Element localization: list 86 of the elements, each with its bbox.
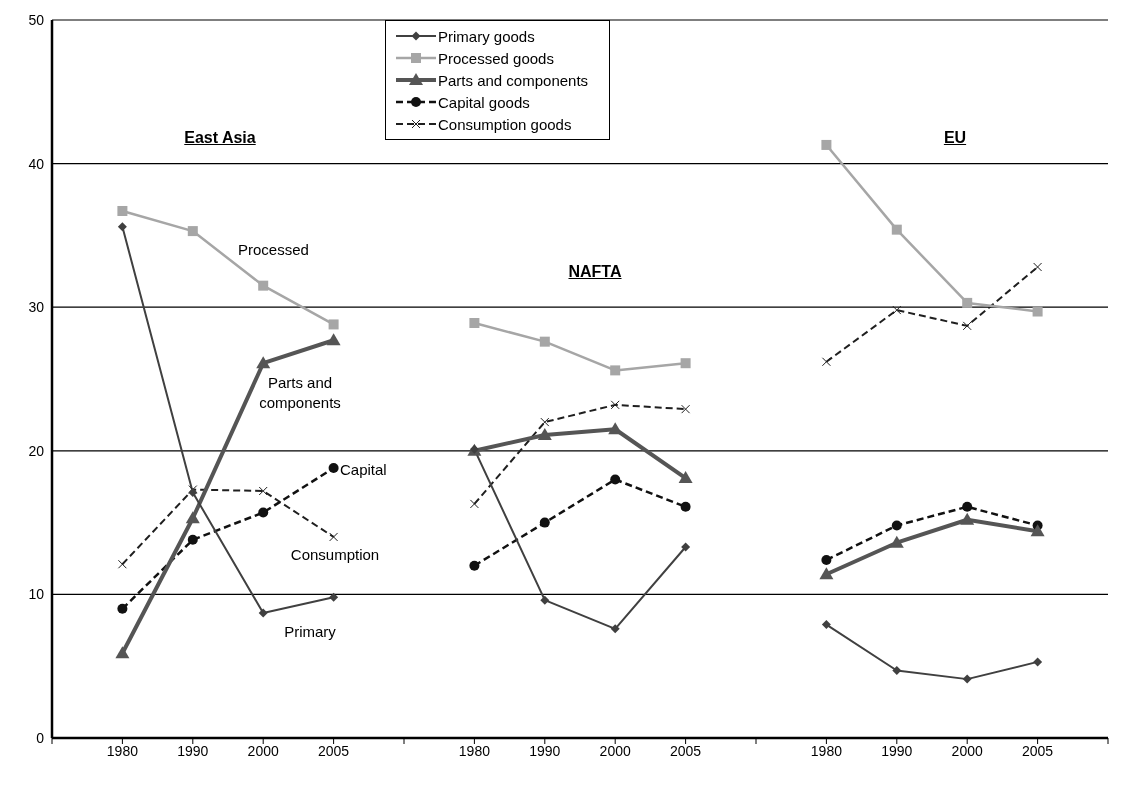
point	[821, 139, 832, 150]
point	[115, 646, 130, 659]
annotation: Processed	[238, 240, 310, 260]
x-tick-label: 1990	[177, 742, 209, 759]
y-tick-label: 0	[36, 729, 45, 746]
point	[539, 517, 550, 528]
point	[256, 356, 271, 369]
x-tick-label: 1990	[881, 742, 913, 759]
x-tick-label: 2000	[951, 742, 983, 759]
y-tick-label: 10	[28, 586, 45, 603]
annotation: Consumption	[289, 545, 381, 565]
point	[821, 554, 832, 565]
point	[540, 595, 550, 605]
point	[469, 560, 480, 571]
point	[819, 567, 834, 580]
legend-label: Processed goods	[438, 49, 554, 67]
point	[329, 532, 339, 542]
point	[680, 358, 691, 369]
point	[329, 592, 339, 602]
y-tick-label: 50	[28, 11, 45, 28]
x-tick-label: 2005	[670, 742, 702, 759]
point	[610, 400, 620, 410]
point	[537, 428, 552, 440]
annotation: NAFTA	[567, 262, 623, 282]
point	[608, 422, 623, 435]
point	[962, 501, 973, 512]
legend-label: Parts and components	[438, 71, 589, 89]
point	[680, 501, 691, 512]
x-tick-label: 1980	[458, 742, 491, 759]
point	[326, 333, 341, 346]
x-tick-label: 2000	[599, 742, 631, 759]
point	[678, 471, 693, 484]
point	[258, 486, 268, 496]
point	[960, 512, 975, 525]
point	[540, 417, 550, 427]
x-tick-label: 1980	[106, 742, 139, 759]
annotation: East Asia	[183, 128, 257, 148]
y-tick-label: 20	[28, 442, 45, 459]
point	[1033, 262, 1043, 272]
annotation: Capital	[340, 460, 388, 480]
point	[891, 520, 902, 531]
point	[539, 336, 550, 347]
point	[681, 404, 691, 414]
point	[187, 226, 198, 237]
annotation: EU	[942, 128, 968, 148]
legend-label: Consumption goods	[438, 115, 572, 133]
point	[962, 297, 973, 308]
x-tick-label: 2005	[1022, 742, 1054, 759]
x-tick-label: 2000	[247, 742, 279, 759]
point	[891, 224, 902, 235]
y-tick-label: 30	[28, 299, 45, 316]
x-tick-label: 1980	[810, 742, 843, 759]
point	[892, 305, 902, 315]
point	[821, 357, 831, 367]
point	[469, 318, 480, 328]
point	[258, 280, 269, 291]
point	[1032, 306, 1043, 317]
point	[187, 534, 198, 545]
point	[821, 620, 831, 630]
point	[185, 511, 200, 524]
y-tick-label: 40	[28, 155, 45, 172]
point	[469, 499, 479, 509]
point	[892, 666, 902, 676]
x-tick-label: 2005	[318, 742, 350, 759]
x-tick-label: 1990	[529, 742, 561, 759]
point	[610, 624, 620, 634]
point	[117, 603, 128, 614]
point	[117, 222, 127, 232]
annotation: Primary	[283, 622, 337, 642]
point	[1033, 657, 1043, 667]
annotation: Parts and components	[258, 373, 342, 413]
point	[117, 205, 128, 216]
point	[258, 507, 269, 518]
point	[610, 365, 621, 376]
point	[1030, 524, 1045, 537]
point	[328, 463, 339, 474]
legend-label: Capital goods	[438, 93, 530, 111]
point	[962, 674, 972, 684]
point	[117, 559, 127, 569]
point	[889, 535, 904, 548]
point	[681, 542, 691, 552]
point	[258, 608, 268, 618]
legend-label: Primary goods	[438, 27, 535, 45]
point	[610, 474, 621, 485]
point	[962, 321, 972, 331]
point	[328, 319, 339, 330]
